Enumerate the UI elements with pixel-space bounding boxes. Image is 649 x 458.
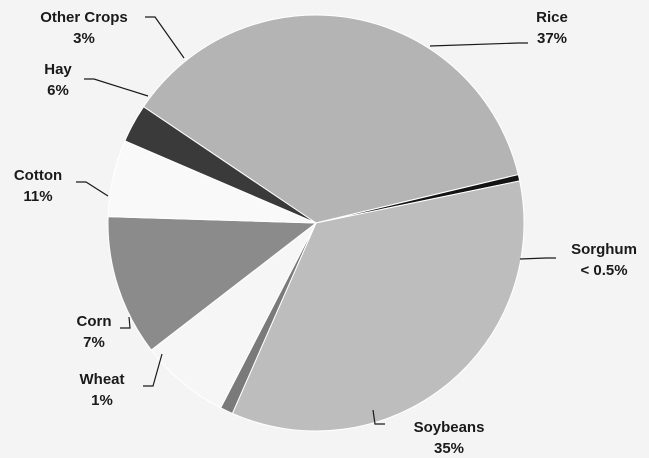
leader-line-cotton <box>76 181 109 197</box>
slice-value-wheat: 1% <box>91 392 113 409</box>
leader-line-other-crops <box>145 16 185 59</box>
slice-value-cotton: 11% <box>23 188 52 205</box>
labels-layer: Rice 37% Sorghum < 0.5% Soybeans 35% Wheat 1% Co… <box>14 9 637 457</box>
pie-slice-cotton <box>107 216 318 351</box>
slice-value-corn: 7% <box>83 334 105 351</box>
leader-lines-layer <box>76 16 556 425</box>
slices-layer <box>107 14 525 432</box>
slice-label-cotton: Cotton <box>14 167 62 184</box>
slice-label-wheat: Wheat <box>80 371 125 388</box>
slice-label-hay: Hay <box>44 61 72 78</box>
slice-label-soybeans: Soybeans <box>414 419 485 436</box>
slice-value-other-crops: 3% <box>73 30 95 47</box>
slice-label-corn: Corn <box>77 313 112 330</box>
leader-line-corn <box>120 316 131 329</box>
leader-line-rice <box>429 42 528 47</box>
leader-line-hay <box>84 78 149 97</box>
leader-line-sorghum <box>519 257 556 260</box>
pie-slice-other-crops <box>124 105 317 224</box>
slice-value-soybeans: 35% <box>434 440 464 457</box>
pie-slice-soybeans <box>231 180 525 432</box>
slice-label-sorghum: Sorghum <box>571 241 637 258</box>
slice-value-rice: 37% <box>537 30 567 47</box>
slice-value-hay: 6% <box>47 82 69 99</box>
leader-line-soybeans <box>372 409 385 425</box>
leader-line-wheat <box>143 353 163 387</box>
pie-slice-rice <box>142 14 519 224</box>
slice-value-sorghum: < 0.5% <box>580 262 627 279</box>
slice-label-rice: Rice <box>536 9 568 26</box>
slice-label-other-crops: Other Crops <box>40 9 128 26</box>
